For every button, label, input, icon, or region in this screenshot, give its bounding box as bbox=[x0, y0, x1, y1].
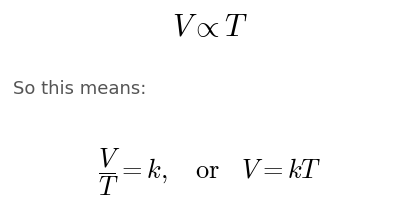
Text: $V \propto T$: $V \propto T$ bbox=[172, 12, 248, 42]
Text: So this means:: So this means: bbox=[13, 80, 146, 98]
Text: $\dfrac{V}{T} = k, \quad \mathrm{or} \quad V = kT$: $\dfrac{V}{T} = k, \quad \mathrm{or} \qu… bbox=[98, 147, 322, 198]
